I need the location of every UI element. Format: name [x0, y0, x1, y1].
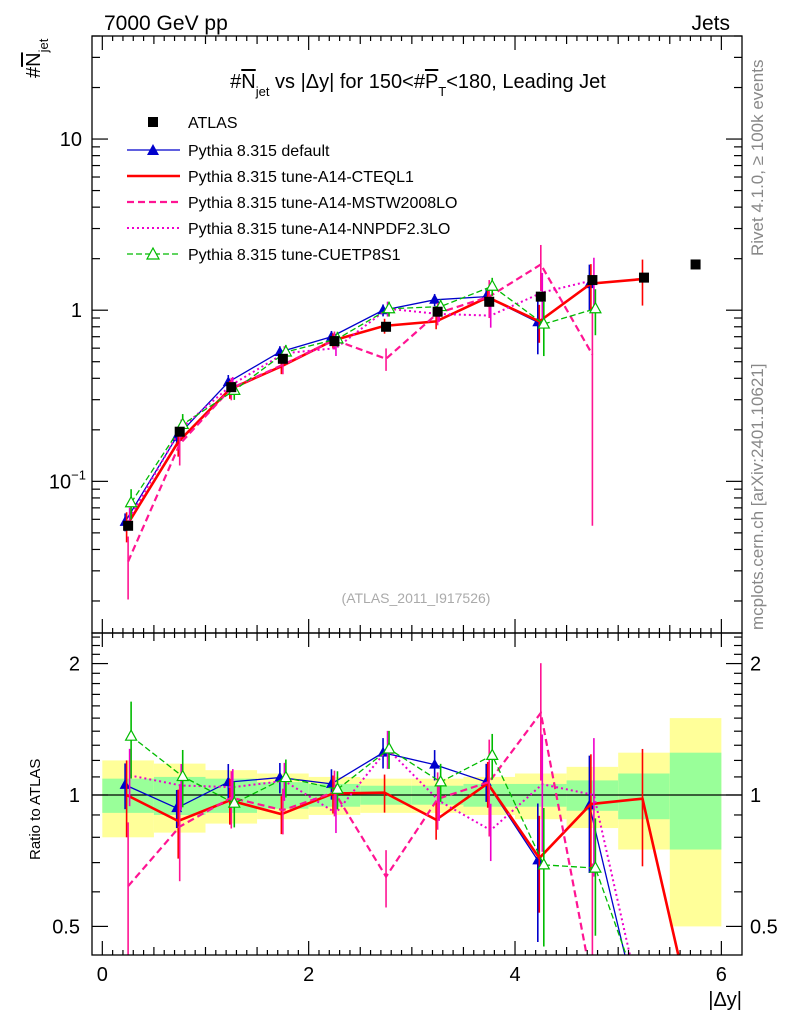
title-n-overlined: N [241, 71, 255, 93]
side-label-mcplots: mcplots.cern.ch [arXiv:2401.10621] [748, 364, 767, 630]
band-inner [669, 752, 722, 850]
uncertainty-bands [102, 718, 722, 927]
legend: ATLAS Pythia 8.315 default Pythia 8.315 … [127, 115, 457, 264]
ratio-marker-cuetp [485, 748, 499, 761]
x-tick-label: 0 [97, 964, 108, 986]
ratio-y-tick-label-right: 1 [750, 785, 761, 807]
atlas-data-point [277, 353, 288, 364]
atlas-data-point [123, 520, 134, 531]
axis-ticks [92, 35, 742, 955]
atlas-data-point [226, 382, 237, 393]
ratio-y-tick-label-left: 2 [69, 654, 80, 676]
marker-cuetp [537, 316, 551, 329]
ratio-marker-cuetp [537, 857, 551, 870]
ratio-marker-cuetp [176, 769, 190, 782]
main-y-tick-label: 10−1 [49, 467, 86, 493]
ratio-marker-default [377, 746, 389, 757]
series-line-default [124, 283, 590, 523]
title-p-overlined: P [425, 71, 438, 93]
ratio-y-axis-label: Ratio to ATLAS [27, 759, 44, 860]
band-inner [618, 773, 670, 820]
x-tick-label: 6 [716, 964, 727, 986]
x-tick-label: 2 [303, 964, 314, 986]
main-y-axis-label: #Njet [23, 38, 51, 78]
atlas-data-point [174, 426, 185, 437]
ratio-marker-cuetp [279, 770, 293, 783]
ratio-marker-cuetp [330, 782, 344, 794]
legend-label-atlas: ATLAS [188, 115, 238, 132]
series-line-cteql1 [125, 277, 643, 527]
legend-marker-cuetp [145, 246, 161, 260]
ratio-marker-cuetp [227, 795, 241, 808]
legend-marker-default [147, 144, 159, 155]
atlas-data-point [587, 275, 598, 286]
legend-label-cteql1: Pythia 8.315 tune-A14-CTEQL1 [188, 169, 414, 186]
ratio-marker-cuetp [382, 741, 396, 754]
series-line-cuetp [130, 285, 596, 504]
ratio-panel-frame [91, 632, 743, 956]
x-tick-label: 4 [509, 964, 520, 986]
ratio-marker-cuetp [588, 860, 602, 873]
axis-tick-labels: 0 2 4 6 10−1 1 10 0.5 0.5 1 1 2 2 [49, 129, 778, 986]
marker-cuetp [124, 495, 138, 508]
ratio-marker-cuetp [124, 728, 138, 741]
marker-cuetp [382, 301, 396, 314]
side-label-rivet: Rivet 4.1.0, ≥ 100k events [748, 60, 767, 256]
atlas-data-point [484, 296, 495, 307]
ratio-y-tick-label-right: 2 [750, 654, 761, 676]
legend-marker-atlas [148, 117, 158, 127]
analysis-watermark: (ATLAS_2011_I917526) [342, 590, 491, 606]
atlas-data-point [535, 291, 546, 302]
ratio-marker-default [429, 758, 441, 769]
header-process-label: Jets [691, 12, 730, 35]
header-energy-label: 7000 GeV pp [104, 12, 228, 35]
ratio-panel-series [119, 663, 680, 955]
series-line-mstw [127, 262, 594, 562]
legend-label-nnpdf: Pythia 8.315 tune-A14-NNPDF2.3LO [188, 221, 450, 238]
ratio-marker-default [532, 854, 544, 865]
atlas-data-point [638, 272, 649, 283]
atlas-data-point [381, 321, 392, 332]
atlas-data-point [432, 306, 443, 317]
ratio-marker-cuetp [434, 774, 448, 787]
marker-default [429, 293, 441, 304]
legend-label-cuetp: Pythia 8.315 tune-CUETP8S1 [188, 247, 401, 264]
x-axis-label: |Δy| [708, 989, 742, 1011]
legend-label-mstw: Pythia 8.315 tune-A14-MSTW2008LO [188, 195, 457, 212]
chart-title: #Njet vs |Δy| for 150<#PT<180, Leading J… [230, 71, 606, 99]
marker-cuetp [588, 301, 602, 314]
main-y-tick-label: 10 [60, 129, 82, 151]
atlas-data-point [329, 336, 340, 347]
main-y-tick-label: 1 [71, 300, 82, 322]
main-panel-series [119, 244, 701, 600]
ratio-marker-default [119, 778, 131, 789]
atlas-data-point [690, 259, 701, 270]
ratio-y-tick-label-left: 1 [69, 785, 80, 807]
legend-label-default: Pythia 8.315 default [188, 143, 330, 160]
ratio-y-tick-label-left: 0.5 [52, 916, 80, 938]
ratio-line-nnpdf [129, 747, 631, 955]
ratio-y-tick-label-right: 0.5 [750, 916, 778, 938]
marker-cuetp [485, 279, 499, 291]
